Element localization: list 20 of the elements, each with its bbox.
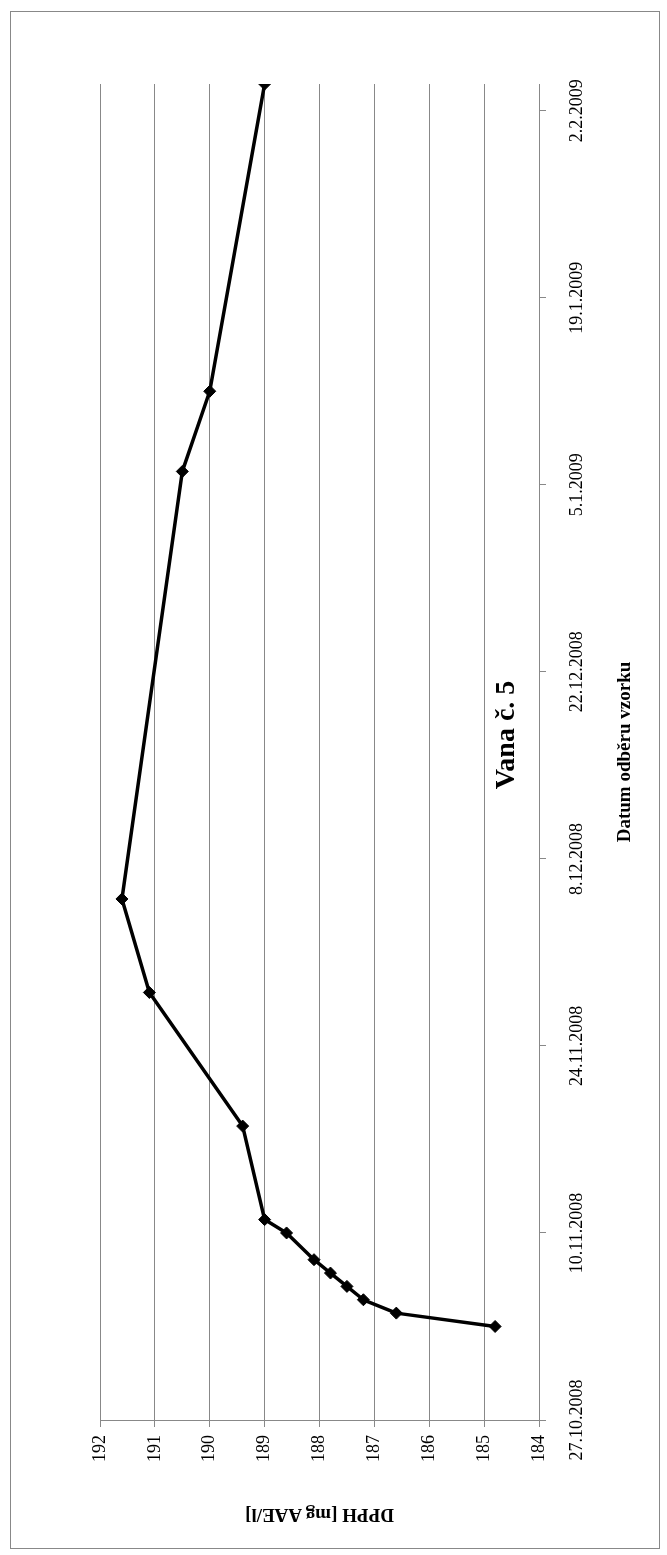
x-tick-label: 186 bbox=[417, 1435, 438, 1462]
y-tick-label: 5.1.2009 bbox=[565, 453, 586, 517]
x-axis-title: DPPH [mg AAE/l] bbox=[245, 1505, 394, 1527]
x-tick-label: 185 bbox=[472, 1435, 493, 1462]
x-tick-label: 192 bbox=[88, 1435, 109, 1462]
y-tick-label: 8.12.2008 bbox=[565, 822, 586, 895]
y-tick-label: 2.2.2009 bbox=[565, 79, 586, 143]
y-tick-label: 10.11.2008 bbox=[565, 1192, 586, 1274]
x-tick-label: 187 bbox=[363, 1435, 384, 1462]
y-axis-title: Datum odběru vzorku bbox=[612, 661, 634, 843]
x-tick-label: 189 bbox=[253, 1435, 274, 1462]
x-tick-label: 188 bbox=[308, 1435, 329, 1462]
x-tick-label: 184 bbox=[527, 1435, 548, 1462]
y-tick-label: 27.10.2008 bbox=[565, 1379, 586, 1461]
y-tick-label: 24.11.2008 bbox=[565, 1005, 586, 1087]
y-tick-label: 22.12.2008 bbox=[565, 631, 586, 713]
y-tick-label: 19.1.2009 bbox=[565, 261, 586, 334]
text: Vana č. 5 bbox=[489, 680, 521, 790]
x-tick-label: 191 bbox=[143, 1435, 164, 1462]
x-tick-label: 190 bbox=[198, 1435, 219, 1462]
